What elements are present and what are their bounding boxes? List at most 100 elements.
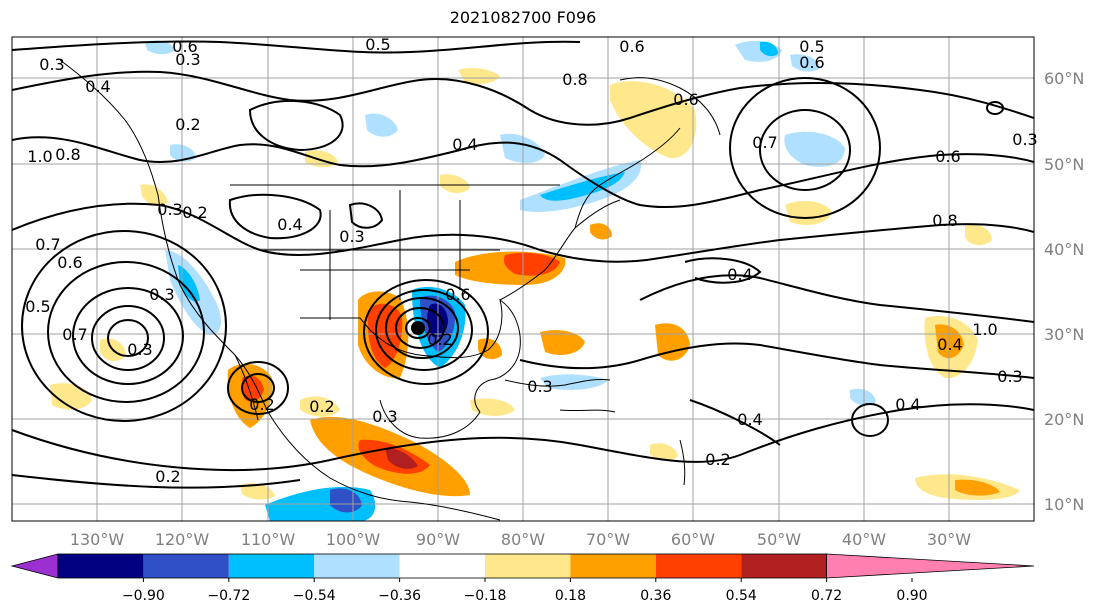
shade-positive <box>650 443 678 462</box>
shade-positive <box>470 398 515 416</box>
contour-label: 0.7 <box>35 235 60 254</box>
contour-label: 0.8 <box>932 211 957 230</box>
lon-tick-label: 80°W <box>501 530 545 549</box>
contour-label: 1.0 <box>27 147 52 166</box>
contour-label: 0.3 <box>339 227 364 246</box>
shade-negative <box>178 265 200 302</box>
map-title: 2021082700 F096 <box>449 8 597 27</box>
shade-negative <box>540 172 625 201</box>
shade-positive <box>440 174 470 194</box>
contour-label: 0.3 <box>372 407 397 426</box>
shade-negative <box>145 40 175 55</box>
contours <box>12 40 1034 489</box>
shade-negative <box>760 41 778 57</box>
contour-label: 0.6 <box>57 253 82 272</box>
shade-negative <box>170 144 196 162</box>
colorbar-tick-label: 0.36 <box>640 588 671 604</box>
lat-tick-label: 40°N <box>1044 240 1084 259</box>
colorbar-swatch <box>655 554 742 578</box>
lon-tick-label: 90°W <box>416 530 460 549</box>
contour-label: 0.3 <box>527 377 552 396</box>
contour-label: 0.6 <box>619 37 644 56</box>
contour-label: 0.5 <box>25 297 50 316</box>
colorbar-tick-label: −0.54 <box>293 588 336 604</box>
shade-positive <box>503 252 560 276</box>
shade-positive <box>540 330 585 355</box>
lat-tick-label: 10°N <box>1044 495 1084 514</box>
contour-label: 0.3 <box>1012 130 1037 149</box>
contour-label: 0.4 <box>85 77 110 96</box>
contour-label: 0.4 <box>277 215 302 234</box>
low-center-marker <box>411 321 425 335</box>
lon-tick-label: 110°W <box>241 530 296 549</box>
colorbar-tick-label: 0.54 <box>726 588 757 604</box>
longitude-labels: 130°W 120°W 110°W 100°W 90°W 80°W 70°W 60°W 50°W… <box>70 530 971 549</box>
shade-negative <box>784 131 845 167</box>
lon-tick-label: 100°W <box>326 530 381 549</box>
contour-label: 0.4 <box>737 410 762 429</box>
contour-label: 0.6 <box>935 147 960 166</box>
contour-label: 0.5 <box>365 35 390 54</box>
lon-tick-label: 60°W <box>671 530 715 549</box>
shade-positive <box>300 396 340 417</box>
colorbar-swatch <box>570 554 656 578</box>
contour-label: 0.3 <box>175 50 200 69</box>
contour-label: 0.2 <box>155 467 180 486</box>
colorbar-tick-label: −0.90 <box>122 588 165 604</box>
contour-label: 0.3 <box>997 367 1022 386</box>
contour-label: 0.2 <box>705 450 730 469</box>
lat-tick-label: 20°N <box>1044 410 1084 429</box>
shade-positive <box>955 479 1000 496</box>
shade-positive <box>367 303 403 368</box>
contour-label: 0.6 <box>673 90 698 109</box>
contour-label: 0.4 <box>727 265 752 284</box>
contour-label: 0.7 <box>62 325 87 344</box>
colorbar-tick-label: −0.18 <box>464 588 507 604</box>
contour-label: 0.5 <box>799 37 824 56</box>
lon-tick-label: 50°W <box>757 530 801 549</box>
colorbar-swatch <box>143 554 229 578</box>
shade-negative <box>330 488 362 513</box>
shade-positive <box>385 448 418 469</box>
contour-label: 0.6 <box>799 53 824 72</box>
shade-positive <box>140 184 168 207</box>
colorbar-swatch <box>228 554 315 578</box>
shade-negative <box>790 54 820 72</box>
colorbar-tick-label: 0.90 <box>896 588 927 604</box>
shade-positive <box>240 483 275 500</box>
shade-positive <box>242 375 264 402</box>
map-frame <box>11 36 1035 522</box>
contour-label: 0.8 <box>562 70 587 89</box>
lat-tick-label: 50°N <box>1044 155 1084 174</box>
colorbar-extend-high <box>826 553 1035 579</box>
colorbar-extend-low <box>10 553 59 579</box>
contour-label: 0.2 <box>249 395 274 414</box>
contour-label: 0.8 <box>55 145 80 164</box>
contour-label: 0.3 <box>127 340 152 359</box>
colorbar-swatch <box>314 554 400 578</box>
colorbar <box>10 553 1035 579</box>
lon-tick-label: 70°W <box>586 530 630 549</box>
contour-label: 0.4 <box>452 135 477 154</box>
contour-label: 0.2 <box>427 330 452 349</box>
shade-positive <box>458 68 500 84</box>
contour-label: 0.4 <box>937 335 962 354</box>
colorbar-outline <box>57 553 827 579</box>
contour-label: 0.2 <box>175 115 200 134</box>
shade-positive <box>590 223 612 240</box>
contour-label: 1.0 <box>972 320 997 339</box>
shaded-anomalies <box>50 40 1020 521</box>
colorbar-tick-label: −0.36 <box>378 588 421 604</box>
colorbar-tick-label: 0.72 <box>811 588 842 604</box>
colorbar-tick-label: 0.18 <box>555 588 586 604</box>
contour-label: 0.7 <box>752 133 777 152</box>
lon-tick-label: 40°W <box>842 530 886 549</box>
contour-label: 0.3 <box>157 200 182 219</box>
contour-label: 0.2 <box>182 203 207 222</box>
contour-label: 0.4 <box>895 395 920 414</box>
colorbar-swatch <box>58 554 144 578</box>
shade-positive <box>965 224 992 246</box>
contour-label: 0.2 <box>309 397 334 416</box>
shade-positive <box>655 323 690 361</box>
